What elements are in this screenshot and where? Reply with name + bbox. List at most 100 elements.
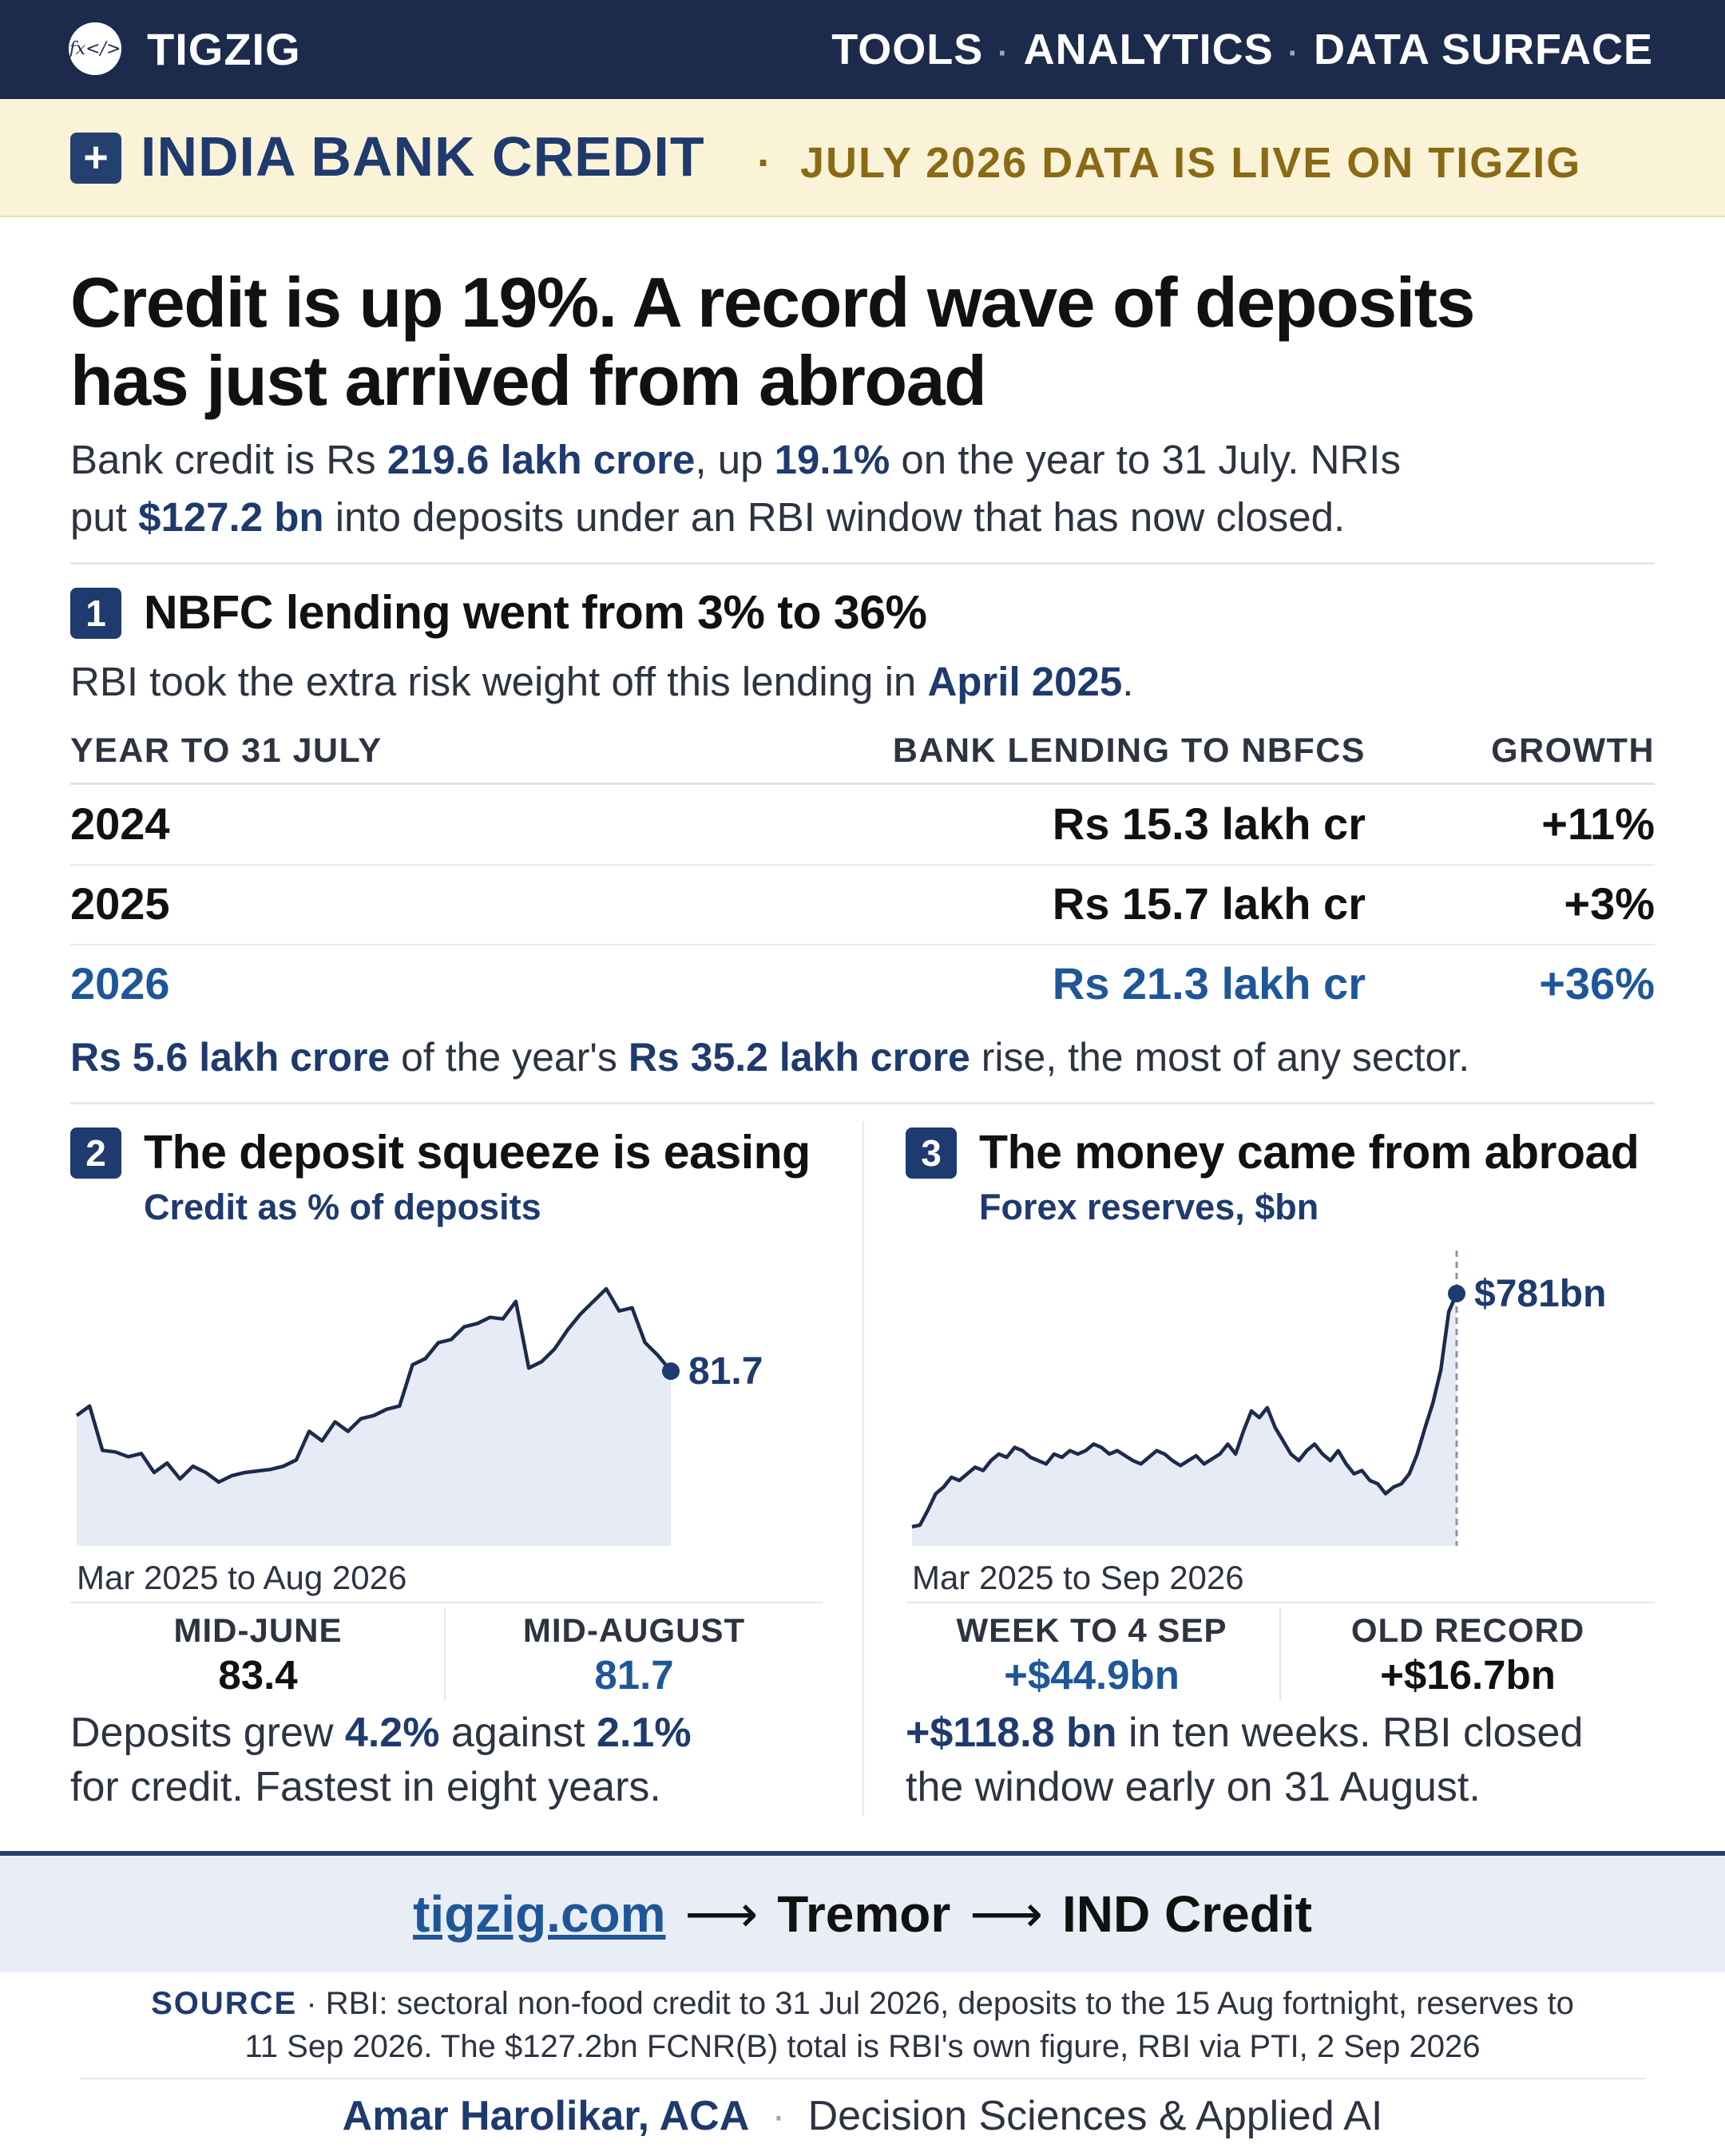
- nav-item-analytics[interactable]: ANALYTICS: [1023, 26, 1274, 73]
- call-to-action-bar: tigzig.com ⟶ Tremor ⟶ IND Credit: [0, 1851, 1725, 1972]
- nav-item-tools[interactable]: TOOLS: [831, 26, 984, 73]
- nav-separator: ·: [997, 36, 1009, 71]
- row-divider: [70, 864, 1655, 866]
- row-growth: +11%: [1541, 799, 1655, 849]
- lead-paragraph: Bank credit is Rs 219.6 lakh crore, up 1…: [70, 431, 1668, 546]
- logo-text: fx</>: [69, 38, 121, 59]
- end-point: [662, 1362, 680, 1381]
- row-lending: Rs 21.3 lakh cr: [1052, 958, 1366, 1009]
- nav-separator: ·: [1287, 36, 1299, 71]
- source-text: 11 Sep 2026. The $127.2bn FCNR(B) total …: [244, 2029, 1481, 2064]
- credit-deposit-chart: 81.7: [75, 1286, 763, 1546]
- row-year: 2024: [70, 799, 170, 849]
- row-lending: Rs 15.7 lakh cr: [1052, 878, 1366, 929]
- source-label: SOURCE: [151, 1986, 298, 2021]
- section-1-subtitle: RBI took the extra risk weight off this …: [70, 656, 1133, 707]
- stat-label-old-record: OLD RECORD: [1350, 1611, 1585, 1649]
- chart-1-subtitle: Credit as % of deposits: [144, 1187, 541, 1227]
- column-header-growth: GROWTH: [1491, 731, 1655, 770]
- announcement-banner: + INDIA BANK CREDIT · JULY 2026 DATA IS L…: [0, 99, 1725, 217]
- stat-label-week: WEEK TO 4 SEP: [956, 1611, 1227, 1649]
- section-number-2: 2: [70, 1128, 121, 1179]
- stat-value-week: +$44.9bn: [1004, 1652, 1180, 1698]
- subtitle-text: .: [1122, 659, 1134, 704]
- headline-line-1: Credit is up 19%. A record wave of depos…: [70, 263, 1475, 342]
- banner-subtitle: · JULY 2026 DATA IS LIVE ON TIGZIG: [757, 137, 1581, 188]
- author-role: Decision Sciences & Applied AI: [807, 2093, 1383, 2139]
- divider: [70, 1102, 1655, 1104]
- source-note: SOURCE · RBI: sectoral non-food credit t…: [80, 1982, 1645, 2068]
- headline-line-2: has just arrived from abroad: [70, 341, 987, 420]
- cta-step-ind-credit: IND Credit: [1062, 1885, 1312, 1943]
- para-text: for credit. Fastest in eight years.: [70, 1764, 661, 1810]
- chart-2-subtitle: Forex reserves, $bn: [979, 1187, 1319, 1227]
- top-nav: TOOLS · ANALYTICS · DATA SURFACE: [831, 26, 1653, 77]
- nav-item-data-surface[interactable]: DATA SURFACE: [1314, 26, 1653, 73]
- column-header-lending: BANK LENDING TO NBFCS: [892, 731, 1366, 770]
- section-1-note: Rs 5.6 lakh crore of the year's Rs 35.2 …: [70, 1032, 1469, 1083]
- stat-divider: [1279, 1608, 1281, 1701]
- lead-text: on the year to 31 July. NRIs: [890, 437, 1401, 482]
- chart-1-range: Mar 2025 to Aug 2026: [77, 1559, 407, 1596]
- section-3-title: The money came from abroad: [979, 1126, 1640, 1179]
- divider: [70, 562, 1655, 565]
- lead-text: put: [70, 494, 139, 540]
- stat-rule: [906, 1602, 1655, 1603]
- series-area: [912, 1294, 1457, 1546]
- lead-text: , up: [695, 437, 775, 482]
- end-value-label: $781bn: [1474, 1273, 1606, 1315]
- stat-divider: [444, 1608, 446, 1701]
- note-figure: Rs 5.6 lakh crore: [70, 1035, 391, 1080]
- signature-separator: ·: [771, 2093, 786, 2139]
- signature: Amar Harolikar, ACA · Decision Sciences & …: [0, 2091, 1725, 2142]
- divider: [80, 2078, 1645, 2079]
- row-lending: Rs 15.3 lakh cr: [1052, 799, 1366, 849]
- lead-text: Bank credit is Rs: [70, 437, 387, 482]
- author-name: Amar Harolikar, ACA: [342, 2093, 750, 2139]
- arrow-right-icon: ⟶: [970, 1885, 1043, 1943]
- row-growth: +3%: [1564, 878, 1655, 929]
- para-figure: +$118.8 bn: [906, 1710, 1117, 1756]
- lead-growth-figure: 19.1%: [774, 437, 890, 482]
- subtitle-date: April 2025: [927, 659, 1123, 704]
- note-figure: Rs 35.2 lakh crore: [628, 1035, 970, 1080]
- para-text: the window early on 31 August.: [906, 1764, 1481, 1810]
- para-figure: 4.2%: [344, 1710, 440, 1756]
- banner-separator: ·: [757, 139, 773, 187]
- row-growth: +36%: [1539, 958, 1655, 1009]
- column-divider: [862, 1121, 864, 1816]
- stat-rule: [70, 1602, 823, 1603]
- stat-value-mid-june: 83.4: [218, 1652, 298, 1698]
- plus-icon: +: [70, 133, 121, 184]
- source-separator: ·: [306, 1986, 317, 2021]
- para-text: against: [439, 1710, 597, 1756]
- subtitle-text: RBI took the extra risk weight off this …: [70, 659, 928, 704]
- banner-title: INDIA BANK CREDIT: [141, 125, 705, 188]
- cta-step-tremor: Tremor: [777, 1885, 951, 1943]
- section-number-1: 1: [70, 588, 121, 639]
- section-2-title: The deposit squeeze is easing: [144, 1126, 811, 1179]
- series-line: [75, 1286, 672, 1484]
- section-3-paragraph: +$118.8 bn in ten weeks. RBI closed the …: [906, 1706, 1672, 1814]
- brand-name[interactable]: TIGZIG: [147, 24, 301, 74]
- lead-text: into deposits under an RBI window that h…: [323, 494, 1346, 540]
- arrow-right-icon: ⟶: [684, 1885, 759, 1943]
- row-divider: [70, 944, 1655, 945]
- column-header-year: YEAR TO 31 JULY: [70, 731, 383, 770]
- top-bar: fx</> TIGZIG TOOLS · ANALYTICS · DATA SURFAC…: [0, 0, 1725, 99]
- end-point: [1448, 1285, 1465, 1302]
- page-headline: Credit is up 19%. A record wave of depos…: [70, 264, 1668, 420]
- stat-label-mid-august: MID-AUGUST: [522, 1611, 746, 1649]
- para-text: in ten weeks. RBI closed: [1116, 1710, 1584, 1756]
- table-header-rule: [70, 783, 1655, 785]
- logo-icon[interactable]: fx</>: [69, 22, 121, 75]
- source-text: RBI: sectoral non-food credit to 31 Jul …: [325, 1986, 1574, 2021]
- tigzig-link[interactable]: tigzig.com: [413, 1885, 666, 1943]
- note-text: of the year's: [390, 1035, 629, 1080]
- row-year: 2025: [70, 878, 170, 929]
- section-1-title: NBFC lending went from 3% to 36%: [144, 586, 927, 639]
- section-2-paragraph: Deposits grew 4.2% against 2.1% for cred…: [70, 1706, 837, 1814]
- section-number-3: 3: [906, 1128, 957, 1179]
- note-text: rise, the most of any sector.: [970, 1035, 1470, 1080]
- stat-value-old-record: +$16.7bn: [1380, 1652, 1556, 1698]
